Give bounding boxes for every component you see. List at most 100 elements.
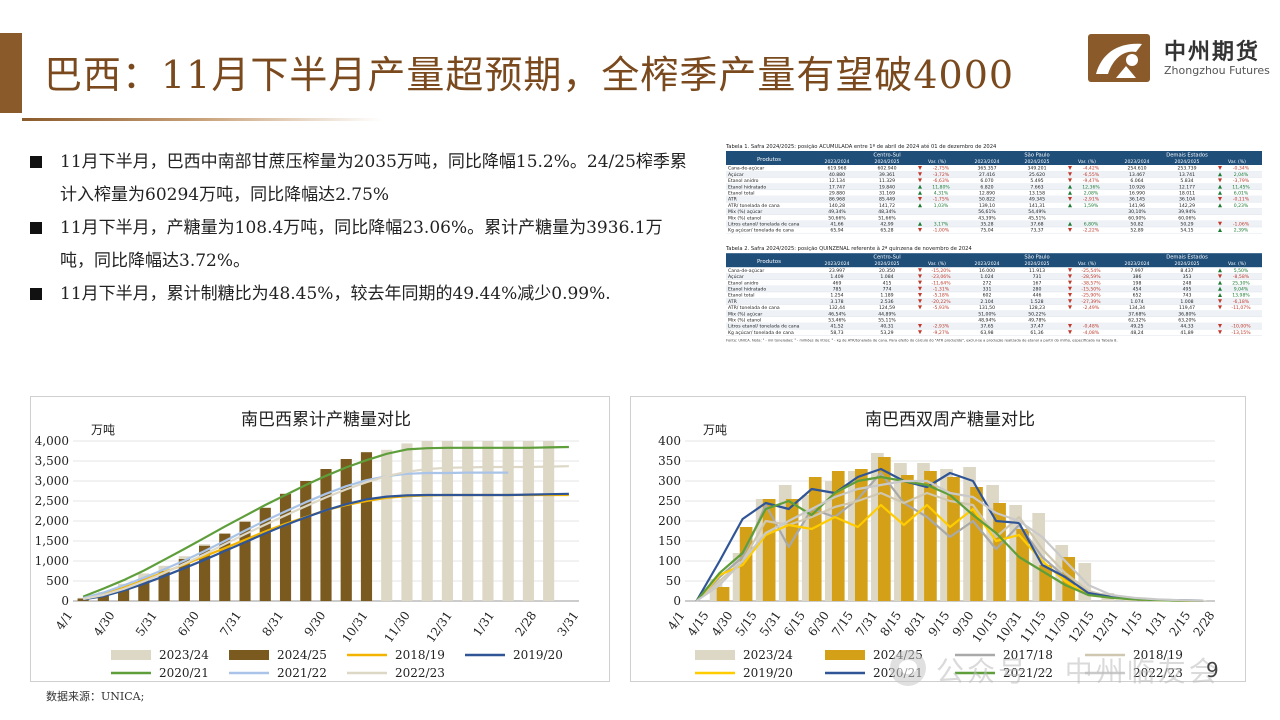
- table2-cell: 1.008: [1180, 299, 1193, 305]
- table2-cell: 51,00%: [978, 311, 996, 317]
- table2-header-band: [726, 253, 1262, 268]
- x-tick-label: 9/15: [926, 609, 953, 639]
- y-tick-label: 0: [673, 594, 681, 608]
- table2-row-band: [726, 298, 1262, 305]
- table2-row-label: ATR/ tonelada de cana: [728, 305, 780, 311]
- down-arrow-icon: [918, 228, 922, 232]
- table2-cell: 785: [833, 287, 842, 293]
- table1-cell: 6.820: [980, 184, 993, 190]
- table1-cell: 13.741: [1179, 172, 1195, 178]
- line-2020/21: [82, 445, 569, 598]
- down-arrow-icon: [1068, 299, 1072, 304]
- y-tick-label: 2,000: [35, 514, 69, 528]
- down-arrow-icon: [918, 197, 922, 201]
- legend-label: 2020/21: [159, 666, 209, 680]
- table1-cell: 36.104: [1179, 197, 1195, 203]
- table1-subheader-cell: 2023/2024: [1125, 159, 1150, 165]
- table2-cell: 469: [833, 280, 842, 286]
- table1-cell: -2,22%: [1083, 228, 1100, 234]
- table2-cell: 280: [1033, 287, 1042, 293]
- bar-2024/25: [716, 587, 730, 601]
- table1-cell: 602.940: [878, 166, 897, 172]
- up-arrow-icon: [1218, 203, 1222, 208]
- table2-cell: 48,94%: [978, 318, 996, 324]
- bar-2024/25: [118, 589, 130, 601]
- down-arrow-icon: [918, 286, 922, 291]
- table2-cell: -25,90%: [1081, 293, 1101, 299]
- table2-cell: 13,98%: [1232, 293, 1250, 299]
- table2-cell: 198: [1133, 280, 1142, 286]
- table2-cell: 1.074: [1130, 299, 1143, 305]
- x-tick-label: 12/31: [1090, 609, 1121, 645]
- up-arrow-icon: [918, 203, 922, 208]
- table2-row-band: [726, 323, 1262, 330]
- table1-cell: 12.177: [1179, 184, 1195, 190]
- legend-swatch: [695, 650, 735, 660]
- table2-cell: 1.024: [980, 274, 993, 280]
- bullet-text: 11月下半月，产糖量为108.4万吨，同比降幅23.06%。累计产糖量为3936…: [60, 218, 663, 271]
- down-arrow-icon: [918, 330, 922, 335]
- table2-cell: -38,57%: [1081, 280, 1101, 286]
- x-tick-label: 2/28: [512, 609, 539, 639]
- bar-2023/24: [421, 441, 433, 601]
- table2-header-products: Produtos: [757, 259, 781, 265]
- bar-2024/25: [239, 521, 251, 601]
- table2-subheader-cell: Var. (%): [928, 261, 946, 267]
- table1-cell: -3,79%: [1233, 178, 1250, 184]
- x-tick-label: 2/15: [1166, 609, 1193, 639]
- table2-subheader-cell: 2024/2025: [875, 261, 900, 267]
- unica-tables: Tabela 1. Safra 2024/2025: posição ACUMU…: [726, 143, 1262, 342]
- table2-header-group: São Paulo: [1024, 255, 1049, 261]
- bar-2024/25: [924, 471, 937, 601]
- bar-2024/25: [259, 507, 271, 601]
- table2-cell: 272: [983, 280, 992, 286]
- line-2022/23: [82, 465, 569, 601]
- table2-row-label: Mix (%) etanol: [728, 318, 761, 324]
- table1-row-band: [726, 171, 1262, 178]
- table1-subheader-cell: 2023/2024: [825, 159, 850, 165]
- table2-cell: 50,22%: [1028, 311, 1046, 317]
- table1-cell: 42,99: [880, 222, 893, 228]
- down-arrow-icon: [918, 274, 922, 279]
- down-arrow-icon: [918, 293, 922, 297]
- table1-cell: 50.822: [979, 197, 995, 203]
- table2-cell: 2.104: [980, 299, 993, 305]
- table2-cell: -2,49%: [1083, 305, 1100, 311]
- legend-label: 2019/20: [743, 666, 793, 680]
- table1-cell: 254.610: [1128, 166, 1147, 172]
- table2-row-band: [726, 285, 1262, 292]
- table2-subheader-cell: 2024/2025: [1025, 261, 1050, 267]
- table2-cell: 58,73: [830, 330, 843, 336]
- up-arrow-icon: [1218, 228, 1222, 232]
- table2-title: Tabela 2. Safra 2024/2025: posição QUINZ…: [726, 245, 972, 252]
- table2-cell: 25,30%: [1232, 280, 1250, 286]
- table1-cell: 50,29: [1180, 222, 1193, 228]
- table1-row-label: Kg açúcar/ tonelada de cana: [728, 227, 794, 234]
- table2-row-label: Litros etanol/ tonelada de cana: [728, 324, 800, 330]
- legend-label: 2021/22: [277, 666, 327, 680]
- table2-row-label: Etanol total: [728, 293, 754, 299]
- down-arrow-icon: [1068, 172, 1072, 177]
- table1-cell: 17.747: [829, 184, 845, 190]
- bar-2023/24: [401, 443, 413, 601]
- table1-cell: 51,66%: [878, 215, 896, 221]
- table1-cell: 49,34%: [828, 209, 846, 215]
- table1-cell: 43,39%: [978, 215, 996, 221]
- table2-cell: 46,54%: [828, 311, 846, 317]
- bar-2024/25: [320, 469, 332, 601]
- x-tick-label: 7/15: [829, 609, 856, 639]
- table1-subheader-cell: Var. (%): [1228, 159, 1246, 165]
- table1-cell: 12.134: [829, 178, 845, 184]
- table1-cell: 54,15: [1180, 228, 1193, 234]
- table1-cell: 1,03%: [934, 203, 949, 209]
- bar-2024/25: [360, 452, 373, 601]
- square-bullet-icon: [30, 222, 42, 234]
- table1-cell: -1,00%: [933, 228, 950, 234]
- table1-cell: 10.926: [1129, 184, 1145, 190]
- table1-cell: -2,75%: [933, 166, 950, 172]
- biweekly-sugar-chart: 南巴西双周产糖量对比万吨0501001502002503003504004/14…: [658, 410, 1217, 680]
- bar-2024/25: [279, 493, 292, 601]
- table1-cell: 139,10: [979, 203, 995, 209]
- table1-cell: -3,72%: [933, 172, 950, 178]
- y-tick-label: 1,500: [35, 534, 69, 548]
